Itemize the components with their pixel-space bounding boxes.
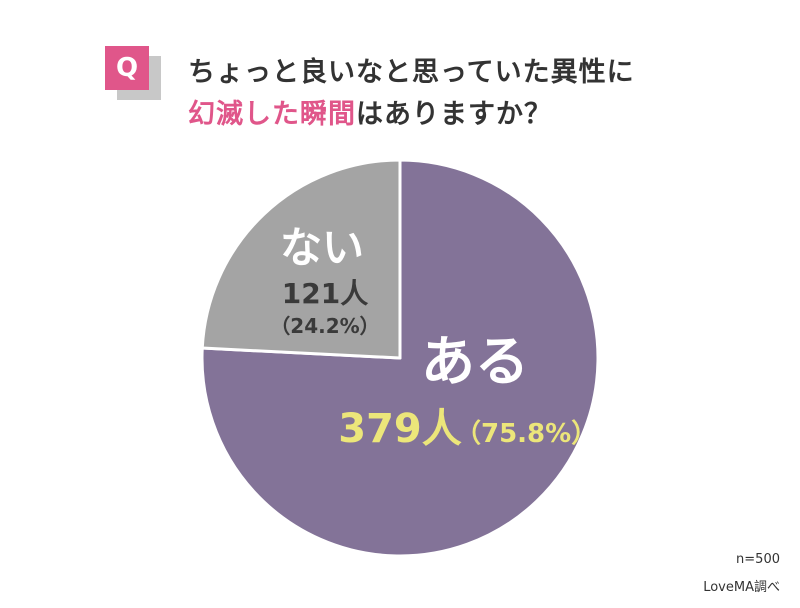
slice-label-0: ある: [421, 330, 529, 393]
pie-slice-1: [200, 158, 402, 360]
slice-percent-0: （75.8%）: [455, 419, 597, 449]
question-highlight: 幻滅した瞬間: [188, 99, 356, 130]
slice-percent-1: （24.2%）: [270, 314, 379, 338]
q-badge: Q: [105, 46, 149, 90]
question-line-2: 幻滅した瞬間はありますか？: [188, 92, 552, 131]
sample-size: n=500: [736, 552, 780, 567]
question-line-1: ちょっと良いなと思っていた異性に: [188, 57, 635, 88]
question-rest: はありますか？: [356, 99, 552, 130]
pie-slice-0: [200, 158, 600, 558]
slice-count-1: 121人: [282, 277, 368, 310]
slice-count-0: 379人: [338, 406, 462, 452]
slice-label-1: ない: [280, 223, 364, 272]
source-note: LoveMA調べ: [703, 580, 780, 595]
